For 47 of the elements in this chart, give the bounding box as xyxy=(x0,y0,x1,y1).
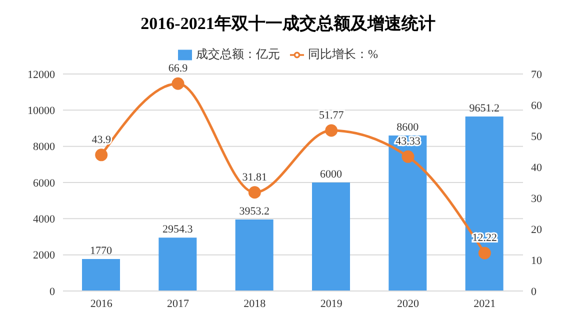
bar xyxy=(82,258,120,291)
data-label: 8600 xyxy=(396,121,420,134)
point xyxy=(478,246,491,260)
data-label: 43.33 xyxy=(396,136,421,148)
point xyxy=(172,77,184,90)
y-tick-label: 8000 xyxy=(33,141,56,154)
bar xyxy=(158,238,197,291)
y-tick-label: 0 xyxy=(50,286,56,298)
data-label: 3953.2 xyxy=(239,206,270,218)
x-tick-label: 2020 xyxy=(397,298,420,310)
y-tick-label: 12000 xyxy=(28,68,56,81)
y2-tick-label: 40 xyxy=(531,162,542,174)
bar xyxy=(235,220,274,291)
data-label: 31.81 xyxy=(242,171,268,184)
x-tick-label: 2016 xyxy=(90,298,113,310)
y-tick-label: 10000 xyxy=(28,105,56,118)
legend-label: 成交总额：亿元 xyxy=(196,47,280,61)
data-label: 9651.2 xyxy=(469,102,500,114)
data-label: 51.77 xyxy=(318,110,344,122)
y-tick-label: 2000 xyxy=(33,250,56,262)
y2-tick-label: 20 xyxy=(531,224,542,236)
y2-tick-label: 70 xyxy=(531,68,542,81)
point xyxy=(325,124,338,137)
data-label: 2954.3 xyxy=(162,224,194,236)
bar xyxy=(312,182,350,291)
point xyxy=(248,186,261,199)
data-label: 43.9 xyxy=(92,134,112,146)
x-tick-label: 2021 xyxy=(474,298,496,310)
y2-tick-label: 50 xyxy=(531,130,542,143)
y-tick-label: 6000 xyxy=(33,177,56,190)
x-tick-label: 2019 xyxy=(320,298,343,310)
bar xyxy=(388,135,427,291)
bar xyxy=(465,116,504,291)
point xyxy=(95,148,108,162)
legend-label: 同比增长：% xyxy=(308,47,378,61)
y-tick-label: 4000 xyxy=(33,214,56,226)
point xyxy=(402,150,414,163)
x-tick-label: 2017 xyxy=(167,298,190,310)
y2-tick-label: 0 xyxy=(531,286,537,298)
x-tick-label: 2018 xyxy=(244,298,266,310)
y2-tick-label: 10 xyxy=(531,254,542,267)
data-label: 1770 xyxy=(90,244,112,257)
data-label: 66.9 xyxy=(168,62,188,75)
data-label: 6000 xyxy=(320,168,342,180)
y2-tick-label: 30 xyxy=(531,192,542,205)
y2-tick-label: 60 xyxy=(531,100,542,112)
chart-title: 2016-2021年双十一成交总额及增速统计 xyxy=(140,13,436,35)
